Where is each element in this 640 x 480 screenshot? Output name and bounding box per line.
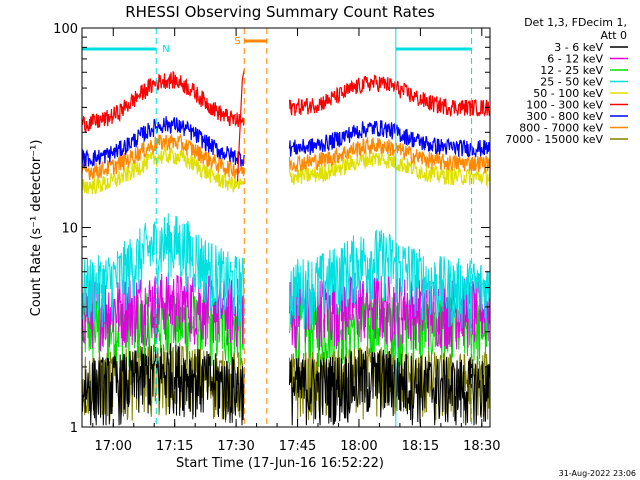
annotation-layer: NS [82,28,473,427]
x-tick-label-6: 18:30 [463,439,500,454]
legend-label-2: 12 - 25 keV [540,64,603,77]
legend-label-7: 800 - 7000 keV [519,122,603,135]
x-tick-label-5: 18:15 [402,439,439,454]
series-line-800-7000-kev-0 [82,133,245,181]
series-line-800-7000-kev-1 [288,136,490,174]
series-line-50-100-kev-0 [82,146,245,195]
legend-label-1: 6 - 12 keV [547,53,603,66]
legend-title-line-1: Att 0 [601,29,627,42]
annotation-label-2: S [234,36,240,47]
y-tick-label-1: 10 [61,222,78,237]
legend-label-6: 300 - 800 keV [526,110,603,123]
x-tick-label-0: 17:00 [95,439,132,454]
annotation-label-0: N [162,44,169,55]
legend-label-8: 7000 - 15000 keV [505,133,603,146]
y-tick-label-2: 100 [53,22,78,37]
series-line-25-50-kev-1 [289,229,490,332]
series-line-6-12-kev-1 [289,275,490,351]
series-line-100-300-kev-1 [288,74,490,118]
x-tick-label-4: 18:00 [340,439,377,454]
x-axis-label: Start Time (17-Jun-16 16:52:22) [176,456,384,471]
y-axis-label: Count Rate (s⁻¹ detector⁻¹) [29,140,44,317]
legend-label-4: 50 - 100 keV [533,87,603,100]
series-line-100-300-kev-0 [82,70,245,134]
legend-title-line-0: Det 1,3, FDecim 1, [524,16,627,29]
chart-title: RHESSI Observing Summary Count Rates [125,3,435,21]
legend-label-3: 25 - 50 keV [540,76,603,89]
series-line-50-100-kev-1 [288,151,490,188]
x-tick-label-3: 17:45 [279,439,316,454]
series-line-25-50-kev-0 [82,213,245,328]
series-line-300-800-kev-0 [82,116,245,168]
x-tick-label-2: 17:30 [217,439,254,454]
axis-layer: 17:00 17:15 17:30 17:45 18:00 18:15 18:30 1 10 10… [53,22,500,454]
series-line-3-6-kev-1 [289,349,490,426]
flare-rise-line [236,69,245,182]
legend-label-5: 100 - 300 keV [526,99,603,112]
y-tick-label-0: 1 [70,421,78,436]
legend-label-0: 3 - 6 keV [554,41,603,54]
footer-timestamp: 31-Aug-2022 23:06 [559,469,636,478]
series-layer [82,69,490,426]
series-line-300-800-kev-1 [288,120,490,158]
x-tick-label-1: 17:15 [156,439,193,454]
series-line-3-6-kev-0 [82,343,245,426]
